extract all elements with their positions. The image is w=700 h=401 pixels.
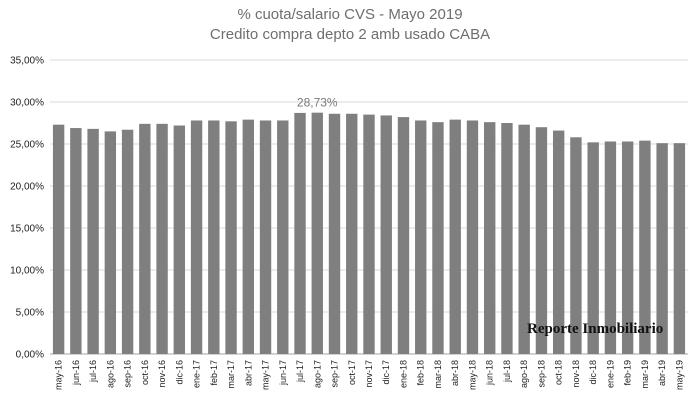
x-tick-label: jul-18 [502, 360, 512, 383]
y-axis-ticks: 0,00% 5,00% 10,00% 15,00% 20,00% 25,00% 30,00%… [10, 56, 44, 361]
bar-jul-17 [294, 112, 306, 354]
bar-mar-18 [432, 122, 444, 354]
bar-may-16 [52, 124, 65, 355]
bar-nov-17 [363, 114, 375, 354]
bars [52, 112, 686, 355]
bar-feb-17 [208, 120, 220, 354]
bar-ene-17 [190, 120, 203, 354]
x-tick-label: abr-17 [243, 360, 253, 386]
bar-abr-19 [656, 143, 668, 354]
x-tick-label: jul-16 [88, 360, 98, 383]
bar-nov-16 [156, 123, 168, 354]
watermark: Reporte Inmobiliario [527, 321, 663, 337]
x-tick-label: sep-16 [123, 360, 133, 388]
x-tick-label: oct-18 [554, 360, 564, 385]
x-tick-label: sep-18 [536, 360, 546, 388]
bar-abr-18 [449, 119, 461, 354]
x-tick-label: may-19 [674, 360, 684, 390]
bar-feb-18 [415, 120, 427, 354]
y-tick-label: 15,00% [10, 224, 44, 235]
x-tick-label: nov-16 [157, 360, 167, 388]
x-tick-label: mar-17 [226, 360, 236, 389]
x-tick-label: jun-17 [278, 360, 288, 386]
bar-ene-18 [397, 117, 410, 355]
y-tick-label: 0,00% [16, 350, 44, 361]
x-tick-label: ene-18 [398, 360, 408, 388]
x-tick-label: mar-18 [433, 360, 443, 389]
y-tick-label: 30,00% [10, 98, 44, 109]
bar-feb-19 [621, 141, 634, 354]
bar-may-18 [466, 120, 479, 354]
data-labels: 28,73% [297, 96, 338, 110]
bar-ago-16 [104, 131, 117, 354]
y-tick-label: 35,00% [10, 56, 44, 67]
x-tick-label: feb-18 [416, 360, 426, 386]
bar-oct-17 [346, 113, 358, 354]
x-tick-label: dic-16 [174, 360, 184, 385]
x-tick-label: oct-16 [140, 360, 150, 385]
bar-jul-18 [501, 123, 513, 354]
x-tick-label: may-18 [467, 360, 477, 390]
bar-nov-18 [570, 137, 582, 354]
bar-sep-16 [121, 129, 134, 354]
x-tick-label: ene-17 [192, 360, 202, 388]
bar-dic-17 [380, 115, 392, 354]
x-tick-label: ene-19 [605, 360, 615, 388]
x-tick-label: feb-17 [209, 360, 219, 386]
bar-sep-17 [328, 113, 341, 354]
x-tick-label: jul-17 [295, 360, 305, 383]
x-tick-label: may-17 [261, 360, 271, 390]
x-tick-label: oct-17 [347, 360, 357, 385]
x-tick-label: abr-19 [657, 360, 667, 386]
bar-mar-17 [225, 121, 237, 354]
bar-oct-18 [552, 130, 565, 354]
bar-jun-18 [484, 122, 496, 354]
x-tick-label: dic-18 [588, 360, 598, 385]
bar-may-19 [673, 143, 686, 354]
bar-ago-17 [311, 112, 323, 354]
x-tick-label: ago-18 [519, 360, 529, 388]
bar-sep-18 [535, 127, 548, 354]
bar-jun-16 [70, 128, 82, 354]
x-tick-label: feb-19 [623, 360, 633, 386]
y-tick-label: 10,00% [10, 266, 44, 277]
x-tick-label: ago-16 [105, 360, 115, 388]
bar-may-17 [259, 120, 272, 354]
x-tick-label: sep-17 [330, 360, 340, 388]
bar-oct-16 [139, 123, 151, 354]
x-tick-label: ago-17 [312, 360, 322, 388]
x-tick-label: may-16 [54, 360, 64, 390]
x-tick-label: nov-17 [364, 360, 374, 388]
chart-subtitle: Credito compra depto 2 amb usado CABA [209, 26, 491, 43]
bar-jul-16 [87, 128, 99, 354]
y-tick-label: 20,00% [10, 182, 44, 193]
gridlines [50, 59, 688, 355]
bar-ago-18 [518, 124, 530, 355]
bar-ene-19 [604, 141, 617, 354]
x-tick-label: jun-18 [485, 360, 495, 386]
bar-dic-16 [173, 125, 186, 355]
y-tick-label: 25,00% [10, 140, 44, 151]
x-tick-label: nov-18 [571, 360, 581, 388]
x-tick-label: dic-17 [381, 360, 391, 385]
x-axis-ticks: may-16 jun-16 jul-16 ago-16 sep-16 oct-16 nov-… [54, 360, 685, 390]
x-tick-label: mar-19 [640, 360, 650, 389]
bar-mar-19 [639, 140, 651, 354]
chart-title: % cuota/salario CVS - Mayo 2019 [237, 6, 463, 23]
bar-abr-17 [242, 119, 254, 354]
x-tick-label: jun-16 [71, 360, 81, 386]
bar-dic-18 [587, 142, 599, 354]
data-label: 28,73% [297, 96, 338, 110]
x-tick-label: abr-18 [450, 360, 460, 386]
y-tick-label: 5,00% [16, 308, 44, 319]
bar-jun-17 [277, 120, 289, 354]
